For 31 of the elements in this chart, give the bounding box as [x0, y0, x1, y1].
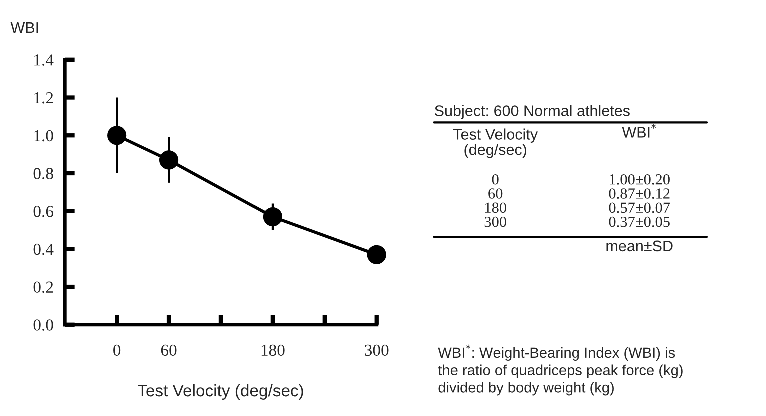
- text: 0.57±0.07: [609, 202, 670, 214]
- point: [367, 245, 386, 264]
- text: Subject: 600 Normal athletes: [435, 105, 630, 120]
- point: [159, 150, 179, 170]
- y-tick-label: 0.8: [34, 168, 54, 180]
- text: 0.37±0.05: [609, 216, 670, 228]
- x-tick-label: 0: [114, 344, 121, 356]
- y-tick-label: 0.2: [34, 282, 54, 294]
- y-tick-label: 1.0: [34, 130, 54, 142]
- x-tick-label: 180: [262, 344, 285, 356]
- text: WBI$^{*}$: Weight-Bearing Index (WBI) is the ratio of quadriceps peak force (kg) divided by body weight (kg): [438, 344, 683, 396]
- y-tick-label: 1.2: [34, 92, 54, 104]
- y-tick-label: 0.4: [34, 244, 54, 256]
- text: 300: [484, 216, 506, 228]
- y-tick-label: 0.0: [34, 320, 54, 331]
- text: WBI$^{*}$: [622, 124, 656, 138]
- text: 60: [488, 188, 503, 199]
- text: 1.00±0.20: [610, 174, 670, 185]
- text: Test Velocity (deg/sec): [453, 128, 538, 158]
- y-tick-label: 1.4: [34, 54, 54, 66]
- y-tick-label: 0.6: [34, 206, 54, 218]
- text: 0: [492, 174, 499, 185]
- point: [108, 126, 127, 146]
- y-axis-title: WBI: [10, 22, 38, 34]
- x-tick-label: 300: [365, 344, 389, 356]
- text: 180: [485, 202, 506, 214]
- text: 0.87±0.12: [609, 188, 670, 199]
- x-tick-label: 60: [161, 344, 177, 356]
- point: [263, 207, 282, 227]
- x-axis-title: Test Velocity (deg/sec): [138, 384, 304, 400]
- text: mean±SD: [606, 240, 673, 252]
